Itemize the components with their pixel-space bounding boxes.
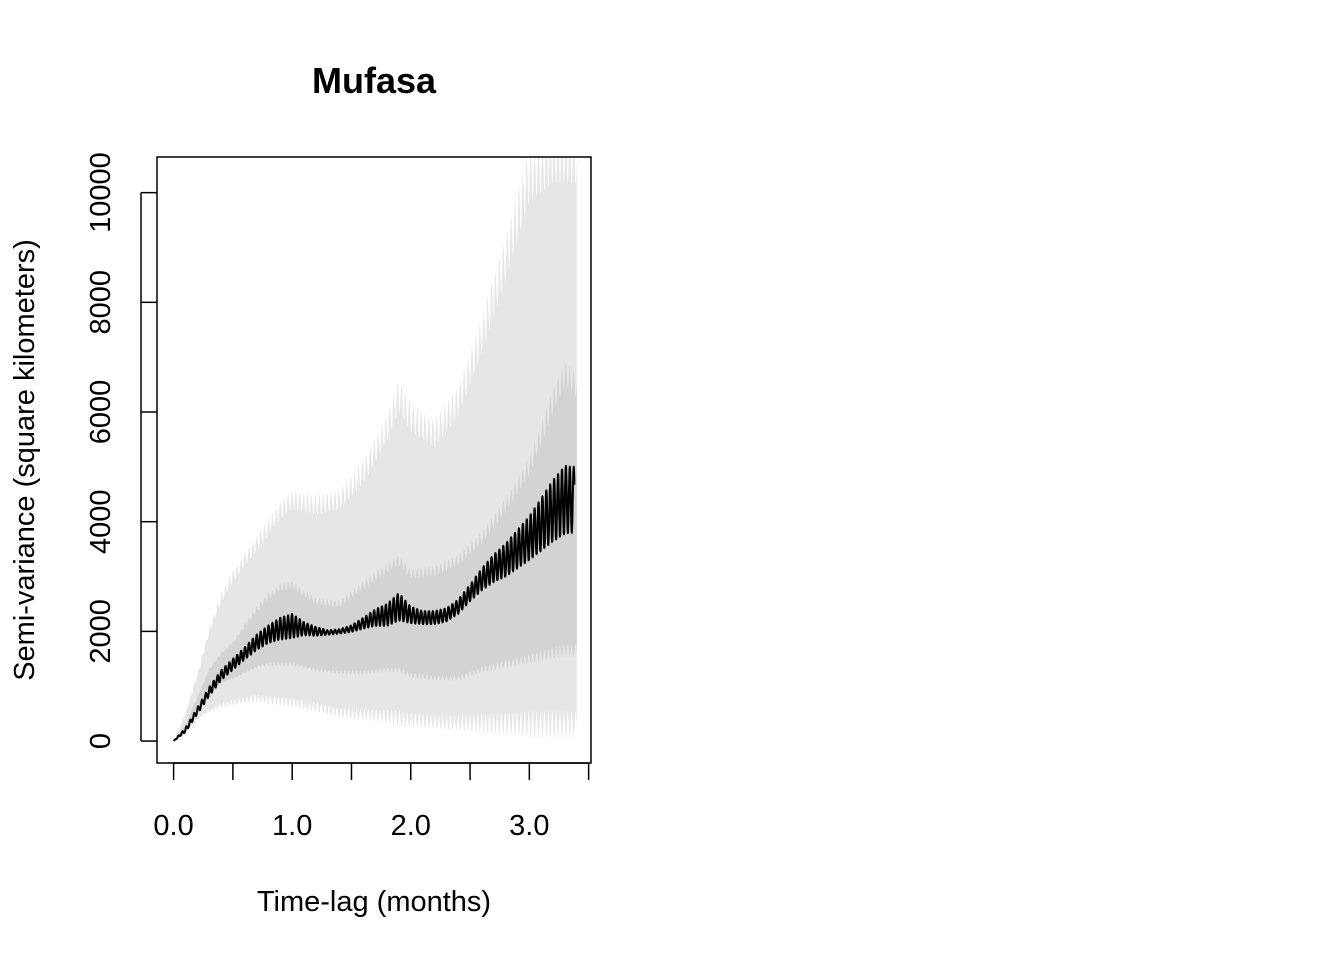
x-axis-label: Time-lag (months)	[257, 886, 491, 918]
y-tick-label: 6000	[85, 380, 117, 445]
y-tick-label: 4000	[85, 489, 117, 554]
x-axis: 0.0 1.0 2.0 3.0	[153, 762, 590, 842]
x-tick-label: 3.0	[509, 810, 549, 842]
chart-title: Mufasa	[312, 60, 437, 101]
series-line-empirical-semivariance	[172, 464, 576, 742]
confidence-bands	[173, 157, 577, 742]
x-tick-label: 0.0	[153, 810, 193, 842]
y-axis-label: Semi-variance (square kilometers)	[9, 239, 41, 681]
series-layer	[172, 464, 576, 742]
y-tick-label: 10000	[85, 152, 117, 233]
y-tick-label: 2000	[85, 599, 117, 664]
y-tick-label: 8000	[85, 270, 117, 335]
y-axis: 0 2000 4000 6000 8000 10000	[85, 152, 157, 749]
band-inner-band	[173, 360, 577, 742]
x-tick-label: 2.0	[391, 810, 431, 842]
x-tick-label: 1.0	[272, 810, 312, 842]
y-tick-label: 0	[85, 733, 117, 749]
